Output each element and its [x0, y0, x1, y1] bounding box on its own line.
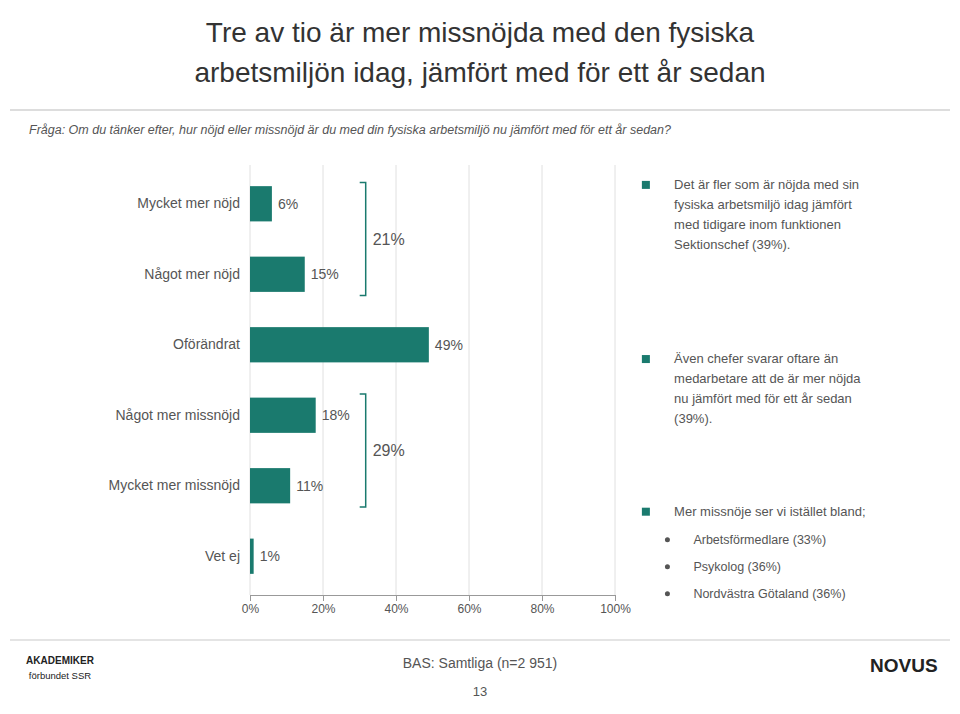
footer-rule [10, 640, 950, 641]
x-tick-label: 0% [242, 602, 260, 616]
logo-text: förbundet SSR [29, 670, 91, 681]
note-item: Arbetsförmedlare (33%) [693, 533, 826, 547]
page-number: 13 [473, 684, 487, 699]
data-label: 6% [278, 196, 298, 212]
y-tick-label: Vet ej [205, 548, 240, 564]
y-tick: Något mer nöjd [144, 266, 250, 282]
footer: BAS: Samtliga (n=2 951) 13 AKADEMIKER förbu… [10, 640, 950, 699]
y-tick-label: Mycket mer missnöjd [109, 477, 240, 493]
bar [250, 257, 305, 292]
y-tick: Mycket mer missnöjd [109, 477, 250, 493]
note: Det är fler som är nöjda med sinfysiska … [674, 177, 859, 252]
x-tick-label: 60% [457, 602, 481, 616]
note: Även chefer svarar oftare änmedarbetare … [674, 351, 861, 426]
note: Mer missnöje ser vi istället bland; [674, 504, 865, 519]
y-tick: Vet ej [205, 548, 250, 564]
bracket-line [360, 183, 366, 296]
grid [250, 165, 615, 595]
logo-text: AKADEMIKER [26, 655, 95, 666]
grid-line [615, 165, 616, 595]
bracket: 21% [360, 183, 405, 296]
data-labels: 6% 15% 49% 18% 11% 1% [260, 196, 463, 564]
y-tick-label: Något mer missnöjd [116, 407, 241, 423]
note-item-bullet [665, 537, 670, 542]
x-tick: 40% [384, 595, 408, 616]
y-tick: Mycket mer nöjd [137, 195, 250, 211]
x-tick-mark [615, 595, 616, 601]
bracket-label: 21% [373, 231, 405, 248]
x-tick-mark [250, 595, 251, 601]
note-item: Psykolog (36%) [693, 560, 781, 574]
x-tick-label: 80% [530, 602, 554, 616]
x-axis: 0% 20% 40% 60% 80% 100% [242, 595, 631, 616]
x-tick: 100% [600, 595, 631, 616]
note-bullet [642, 508, 650, 516]
x-tick-mark [469, 595, 470, 601]
x-tick: 20% [311, 595, 335, 616]
y-tick-label: Oförändrat [173, 336, 240, 352]
x-tick: 60% [457, 595, 481, 616]
source: BAS: Samtliga (n=2 951) [403, 655, 557, 671]
bracket: 29% [360, 394, 405, 507]
grid-line [323, 165, 324, 595]
x-tick-mark [323, 595, 324, 601]
data-label: 15% [311, 266, 339, 282]
x-tick-mark [542, 595, 543, 601]
y-tick: Oförändrat [173, 336, 250, 352]
bracket-label: 29% [373, 442, 405, 459]
x-tick-label: 100% [600, 602, 631, 616]
x-tick: 0% [242, 595, 260, 616]
chart: Tre av tio är mer missnöjda med den fysi… [0, 0, 960, 714]
data-label: 11% [296, 478, 323, 494]
grid-line [396, 165, 397, 595]
bar [250, 468, 290, 503]
y-tick-label: Något mer nöjd [144, 266, 240, 282]
bar [250, 327, 429, 362]
bar [250, 186, 272, 221]
bar [250, 398, 316, 433]
data-label: 49% [435, 337, 463, 353]
y-axis: Mycket mer nöjd Något mer nöjd Oförändrat N… [109, 195, 250, 563]
title-rule [10, 110, 950, 111]
subtitle: Fråga: Om du tänker efter, hur nöjd elle… [29, 123, 671, 137]
y-tick-label: Mycket mer nöjd [137, 195, 240, 211]
y-tick: Något mer missnöjd [116, 407, 251, 423]
brackets: 21% 29% [360, 183, 405, 507]
note-item-bullet [665, 591, 670, 596]
bracket-line [360, 394, 366, 507]
grid-line [469, 165, 470, 595]
title: Tre av tio är mer missnöjda med den fysi… [194, 17, 765, 88]
data-label: 18% [322, 407, 350, 423]
notes: Det är fler som är nöjda med sinfysiska … [642, 177, 866, 601]
plot: 0% 20% 40% 60% 80% 100% Mycket mer nöjd Något m… [109, 165, 632, 616]
note-item: Nordvästra Götaland (36%) [693, 587, 845, 601]
x-tick-label: 40% [384, 602, 408, 616]
x-tick-mark [396, 595, 397, 601]
note-item-bullet [665, 564, 670, 569]
x-tick-label: 20% [311, 602, 335, 616]
note-bullet [642, 355, 650, 363]
bar [250, 539, 254, 574]
grid-line [542, 165, 543, 595]
grid-line [250, 165, 251, 595]
x-axis-line [251, 596, 616, 602]
x-tick: 80% [530, 595, 554, 616]
logo-text: NOVUS [870, 655, 938, 676]
bars [250, 186, 429, 574]
note-bullet [642, 181, 650, 189]
data-label: 1% [260, 548, 280, 564]
